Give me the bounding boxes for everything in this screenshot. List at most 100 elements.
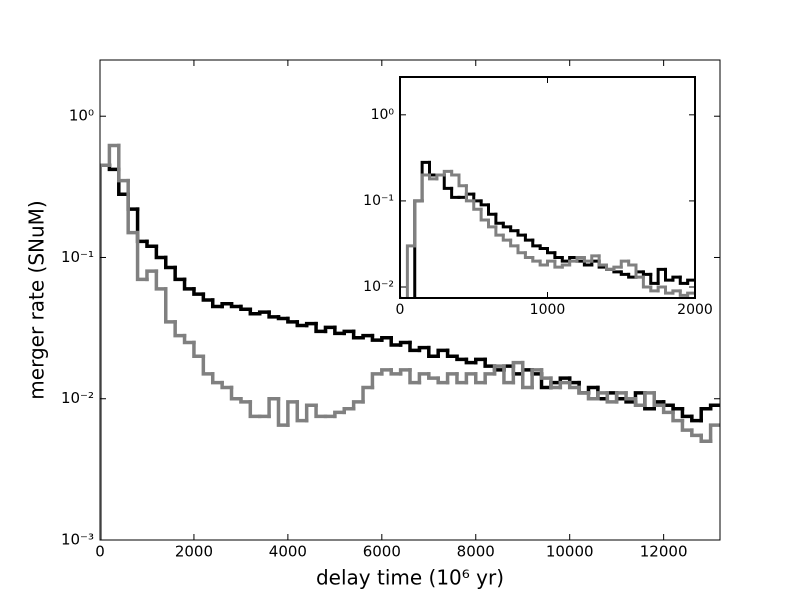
histogram-step: [389, 368, 403, 376]
histogram-step: [690, 414, 703, 423]
histogram-step: [474, 357, 487, 365]
x-tick-label: 1000: [530, 302, 566, 318]
histogram-step: [612, 265, 623, 271]
y-tick-label: 10⁻¹: [363, 193, 394, 209]
histogram-step: [314, 403, 328, 419]
histogram-step: [427, 372, 440, 380]
histogram-step: [474, 372, 487, 385]
y-tick-label: 10⁻²: [61, 389, 94, 407]
y-axis-label: merger rate (SNuM): [25, 200, 49, 399]
histogram-step: [248, 400, 262, 419]
y-tick-label: 10⁻³: [61, 531, 94, 549]
histogram-step: [361, 385, 375, 404]
histogram-step: [455, 354, 469, 362]
plot-group: [100, 143, 720, 540]
histogram-step: [516, 244, 527, 255]
histogram-step: [641, 270, 653, 276]
histogram-step: [135, 230, 149, 282]
histogram-step: [690, 428, 703, 438]
histogram-step: [408, 340, 422, 353]
histogram-step: [699, 433, 713, 444]
histogram-step: [455, 372, 469, 385]
histogram-step: [333, 325, 346, 336]
histogram-step: [145, 269, 159, 282]
histogram-step: [549, 376, 563, 390]
histogram-step: [483, 372, 497, 385]
histogram-step: [351, 329, 365, 340]
histogram-step: [558, 380, 572, 390]
histogram-step: [530, 368, 544, 390]
histogram-step: [577, 385, 591, 395]
histogram-step: [553, 259, 564, 269]
histogram-step: [586, 385, 600, 395]
histogram-step: [323, 325, 337, 334]
histogram-step: [494, 225, 505, 237]
histogram-step: [656, 285, 667, 293]
x-tick-label: 0: [95, 543, 105, 561]
histogram-step: [398, 340, 412, 347]
histogram-step: [479, 199, 490, 207]
histogram-step: [201, 292, 215, 302]
histogram-step: [220, 302, 234, 309]
histogram-step: [605, 391, 619, 404]
axes-frame: [99, 59, 721, 541]
histogram-step: [492, 364, 506, 376]
histogram-step: [509, 238, 520, 248]
histogram-step: [314, 321, 328, 334]
histogram-step: [483, 357, 497, 368]
x-tick-label: 6000: [363, 543, 401, 561]
histogram-step: [342, 406, 356, 415]
histogram-step: [182, 277, 196, 291]
y-tick-label: 10⁻¹: [61, 248, 94, 266]
histogram-step: [539, 368, 553, 380]
y-tick-label: 10⁰: [371, 107, 395, 123]
histogram-step: [450, 169, 461, 177]
histogram-step: [436, 376, 450, 385]
histogram-step: [501, 233, 513, 242]
histogram-step: [502, 364, 516, 385]
histogram-step: [126, 178, 140, 235]
histogram-step: [624, 391, 638, 401]
histogram-step: [575, 256, 586, 263]
histogram-step: [248, 307, 262, 316]
histogram-step: [154, 269, 168, 291]
histogram-step: [586, 391, 600, 401]
histogram-step: [708, 423, 720, 444]
histogram-step: [304, 403, 318, 423]
histogram-step: [442, 173, 454, 190]
histogram-step: [464, 184, 476, 203]
histogram-step: [417, 372, 431, 385]
histogram-step: [568, 259, 579, 267]
histogram-step: [267, 310, 281, 319]
histogram-step: [627, 259, 638, 267]
histogram-step: [420, 173, 431, 203]
histogram-step: [619, 270, 631, 276]
histogram-step: [370, 372, 384, 390]
histogram-step: [464, 372, 478, 385]
histogram-step: [304, 321, 318, 328]
histogram-step: [361, 333, 375, 340]
histogram-step: [614, 391, 628, 404]
histogram-step: [596, 391, 610, 401]
histogram-step: [567, 380, 581, 390]
histogram-step: [643, 391, 656, 407]
plot-group: [400, 160, 695, 298]
histogram-step: [652, 391, 666, 407]
histogram-step: [427, 345, 440, 358]
histogram-step: [501, 221, 513, 229]
histogram-step: [435, 173, 446, 181]
histogram-step: [398, 368, 412, 376]
histogram-step: [634, 263, 645, 279]
histogram-step: [680, 418, 694, 432]
histogram-step: [516, 229, 527, 237]
histogram-step: [380, 336, 393, 342]
histogram-step: [229, 385, 243, 401]
histogram-step: [380, 368, 393, 376]
histogram-step: [553, 251, 564, 260]
histogram-step: [619, 259, 631, 269]
histogram-step: [295, 320, 309, 328]
x-axis-label: delay time (10⁶ yr): [316, 566, 504, 590]
histogram-step: [671, 289, 682, 295]
histogram-step: [627, 272, 638, 279]
